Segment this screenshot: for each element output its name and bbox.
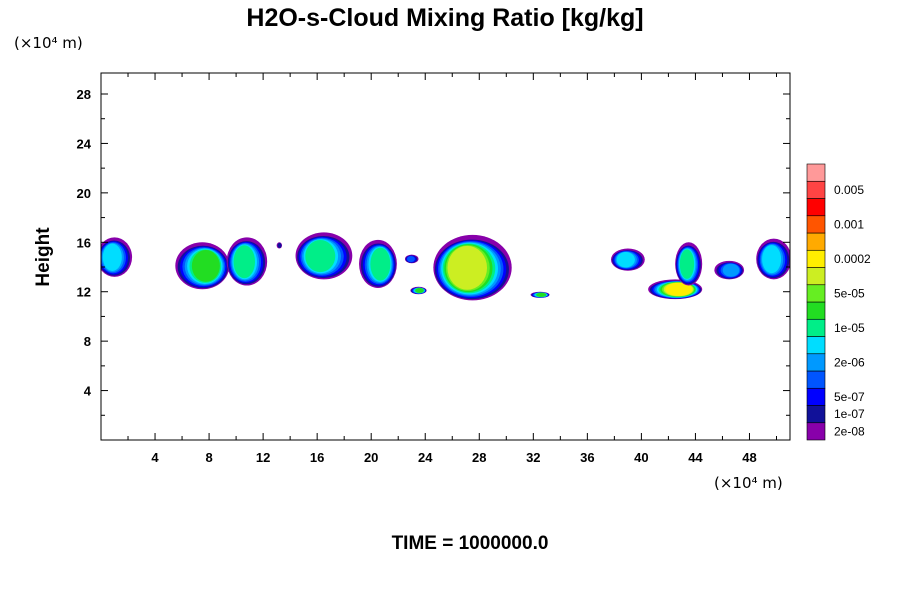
colorbar-swatch <box>806 198 826 217</box>
cloud-cell <box>675 242 703 286</box>
cloud-layer <box>370 247 391 281</box>
x-tick-label: 12 <box>256 450 270 465</box>
cloud-layer <box>305 240 336 273</box>
cloud-layer <box>536 292 547 297</box>
y-axis-unit: (×10⁴ m) <box>14 34 83 52</box>
colorbar-swatch <box>806 180 826 199</box>
cloud-cell <box>714 260 745 280</box>
cloud-cell <box>433 234 512 301</box>
y-axis-label: Height <box>33 227 54 287</box>
colorbar-label: 2e-06 <box>834 355 865 369</box>
y-tick-label: 8 <box>84 334 91 349</box>
colorbar-swatch <box>806 284 826 303</box>
x-tick-label: 4 <box>151 450 159 465</box>
colorbar-swatch <box>806 336 826 355</box>
colorbar-swatch <box>806 267 826 286</box>
cloud-layer <box>665 282 693 296</box>
colorbar-swatch <box>806 422 826 441</box>
cloud-layer <box>191 250 220 282</box>
cloud-cell <box>359 239 397 289</box>
cloud-cell <box>276 242 283 249</box>
cloud-cell <box>410 286 427 295</box>
y-tick-label: 12 <box>77 285 91 300</box>
cloud-layer <box>102 243 122 271</box>
x-tick-label: 40 <box>634 450 648 465</box>
colorbar-swatch <box>806 232 826 251</box>
cloud-layer <box>679 249 695 279</box>
cloud-layer <box>722 263 740 277</box>
y-tick-label: 16 <box>77 235 91 250</box>
colorbar-swatch <box>806 163 826 182</box>
plot-frame <box>100 72 791 441</box>
cloud-cell <box>756 238 790 280</box>
chart-title: H2O-s-Cloud Mixing Ratio [kg/kg] <box>246 4 643 32</box>
x-tick-label: 24 <box>418 450 433 465</box>
time-label: TIME = 1000000.0 <box>392 533 549 554</box>
colorbar-label: 2e-08 <box>834 424 865 438</box>
colorbar-swatch <box>806 215 826 234</box>
colorbar-swatch <box>806 353 826 372</box>
colorbar-label: 5e-07 <box>834 390 865 404</box>
x-tick-label: 32 <box>526 450 540 465</box>
cloud-layer <box>415 287 424 294</box>
colorbar-label: 1e-05 <box>834 321 865 335</box>
colorbar-swatch <box>806 370 826 389</box>
x-tick-label: 8 <box>205 450 212 465</box>
cloud-cell <box>175 242 230 290</box>
colorbar-swatch <box>806 249 826 268</box>
x-tick-label: 16 <box>310 450 324 465</box>
colorbar-label: 0.0002 <box>834 252 871 266</box>
x-tick-label: 28 <box>472 450 486 465</box>
x-tick-label: 44 <box>688 450 703 465</box>
y-tick-label: 20 <box>77 186 91 201</box>
colorbar-swatch <box>806 387 826 406</box>
colorbar-swatch <box>806 405 826 424</box>
cloud-layer <box>277 243 282 248</box>
colorbar-label: 0.001 <box>834 217 864 231</box>
y-tick-label: 4 <box>84 384 92 399</box>
cloud-cell <box>404 254 419 264</box>
cloud-cell <box>530 291 550 298</box>
cloud-field <box>101 232 790 301</box>
y-tick-label: 24 <box>77 136 92 151</box>
colorbar-label: 0.005 <box>834 183 864 197</box>
cloud-cell <box>101 237 133 277</box>
x-tick-label: 20 <box>364 450 378 465</box>
x-tick-label: 48 <box>742 450 756 465</box>
cloud-cell <box>295 232 353 280</box>
y-tick-label: 28 <box>77 87 91 102</box>
cloud-layer <box>616 252 635 268</box>
colorbar-label: 1e-07 <box>834 407 865 421</box>
cloud-layer <box>447 245 488 290</box>
x-axis-unit: (×10⁴ m) <box>714 474 783 492</box>
x-tick-label: 36 <box>580 450 594 465</box>
colorbar-swatch <box>806 318 826 337</box>
cloud-cell <box>610 248 645 271</box>
cloud-cell <box>226 237 268 286</box>
cloud-layer <box>406 255 415 263</box>
cloud-layer <box>233 245 256 279</box>
colorbar: 0.005 0.001 0.0002 5e-05 1e-05 2e-06 5e-07 1e-0… <box>806 163 871 441</box>
cloud-layer <box>762 245 782 274</box>
colorbar-label: 5e-05 <box>834 286 865 300</box>
colorbar-swatch <box>806 301 826 320</box>
